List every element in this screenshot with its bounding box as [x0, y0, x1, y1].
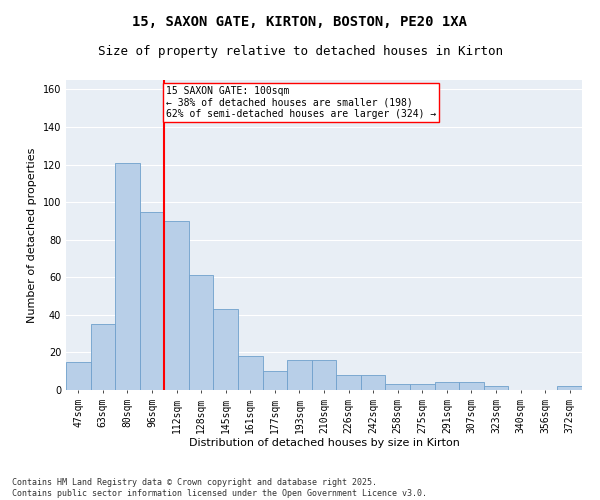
Bar	[287, 360, 312, 390]
X-axis label: Distribution of detached houses by size in Kirton: Distribution of detached houses by size …	[188, 438, 460, 448]
Bar	[459, 382, 484, 390]
Bar	[385, 384, 410, 390]
Text: Size of property relative to detached houses in Kirton: Size of property relative to detached ho…	[97, 45, 503, 58]
Bar	[214, 309, 238, 390]
Bar	[91, 324, 115, 390]
Bar	[115, 162, 140, 390]
Bar	[434, 382, 459, 390]
Bar	[410, 384, 434, 390]
Bar	[66, 362, 91, 390]
Bar	[140, 212, 164, 390]
Bar	[336, 375, 361, 390]
Bar	[238, 356, 263, 390]
Bar	[164, 221, 189, 390]
Bar	[263, 371, 287, 390]
Bar	[557, 386, 582, 390]
Bar	[312, 360, 336, 390]
Y-axis label: Number of detached properties: Number of detached properties	[27, 148, 37, 322]
Text: Contains HM Land Registry data © Crown copyright and database right 2025.
Contai: Contains HM Land Registry data © Crown c…	[12, 478, 427, 498]
Text: 15 SAXON GATE: 100sqm
← 38% of detached houses are smaller (198)
62% of semi-det: 15 SAXON GATE: 100sqm ← 38% of detached …	[166, 86, 436, 119]
Bar	[361, 375, 385, 390]
Text: 15, SAXON GATE, KIRTON, BOSTON, PE20 1XA: 15, SAXON GATE, KIRTON, BOSTON, PE20 1XA	[133, 15, 467, 29]
Bar	[189, 276, 214, 390]
Bar	[484, 386, 508, 390]
